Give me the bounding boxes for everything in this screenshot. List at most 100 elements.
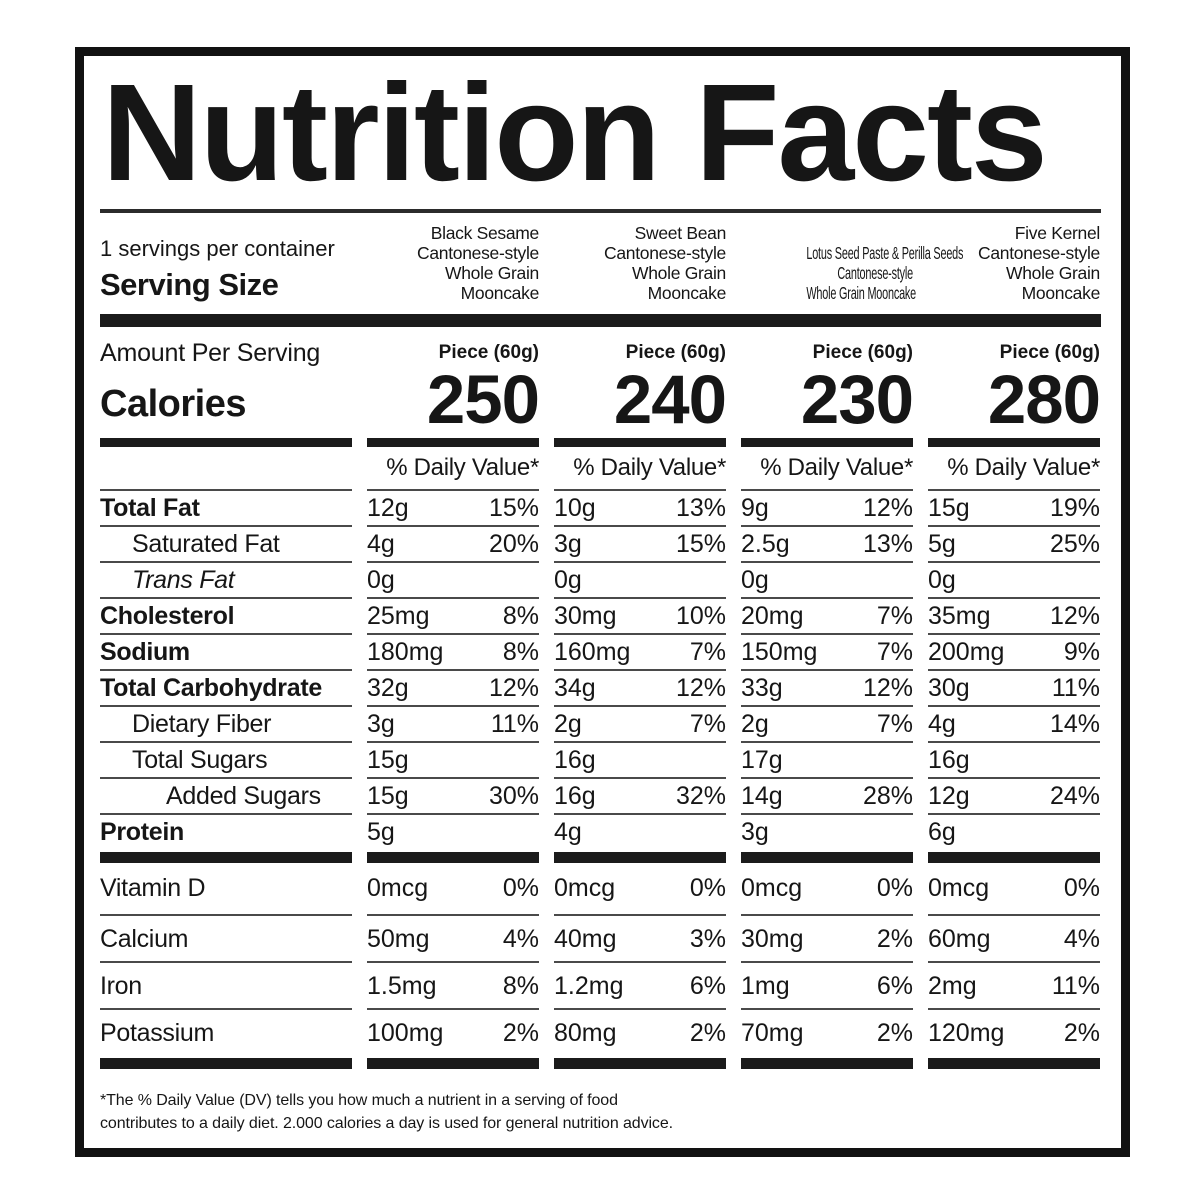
nutrient-daily-value: 7% xyxy=(876,709,913,738)
nutrient-cell: 16g xyxy=(928,740,1100,777)
nutrient-cell: 0mcg 0% xyxy=(741,867,913,914)
nutrient-cell: 0mcg 0% xyxy=(928,867,1100,914)
nutrient-amount: 0g xyxy=(554,565,582,594)
nutrient-row: Cholesterol 25mg 8% 30mg 10% 20mg 7% 35m… xyxy=(100,596,1101,633)
column-divider-bar xyxy=(367,851,539,863)
nutrient-cell: 0g xyxy=(554,560,726,597)
nutrient-cell: 80mg 2% xyxy=(554,1007,726,1055)
nutrient-cell: 2.5g 13% xyxy=(741,524,913,561)
nutrient-amount: 0mcg xyxy=(741,873,803,902)
nutrient-amount: 50mg xyxy=(367,924,430,953)
nutrient-amount: 0g xyxy=(928,565,956,594)
nutrient-amount: 12g xyxy=(367,493,409,522)
nutrient-daily-value: 2% xyxy=(876,924,913,953)
nutrient-name: Potassium xyxy=(100,1007,352,1055)
nutrient-amount: 0mcg xyxy=(928,873,990,902)
nutrient-daily-value: 8% xyxy=(502,971,539,1000)
column-divider-bar xyxy=(100,1057,352,1069)
nutrient-row: Trans Fat 0g 0g 0g 0g xyxy=(100,560,1101,597)
serving-unit: Piece (60g) xyxy=(999,342,1100,364)
nutrient-cell: 50mg 4% xyxy=(367,913,539,961)
nutrient-amount: 16g xyxy=(928,745,970,774)
nutrient-cell: 0g xyxy=(928,560,1100,597)
nutrient-amount: 32g xyxy=(367,673,409,702)
nutrient-name: Iron xyxy=(100,960,352,1008)
nutrient-daily-value: 13% xyxy=(862,529,913,558)
nutrient-daily-value: 2% xyxy=(502,1018,539,1047)
nutrient-daily-value: 7% xyxy=(876,601,913,630)
nutrient-daily-value: 4% xyxy=(502,924,539,953)
nutrient-amount: 1mg xyxy=(741,971,790,1000)
nutrient-daily-value: 19% xyxy=(1049,493,1100,522)
footnote-line: *The % Daily Value (DV) tells you how mu… xyxy=(100,1091,618,1109)
nutrient-row: Dietary Fiber 3g 11% 2g 7% 2g 7% 4g 14% xyxy=(100,704,1101,741)
nutrient-cell: 100mg 2% xyxy=(367,1007,539,1055)
nutrient-daily-value: 28% xyxy=(862,781,913,810)
column-divider-bar xyxy=(928,437,1100,447)
nutrient-amount: 30g xyxy=(928,673,970,702)
nutrient-amount: 12g xyxy=(928,781,970,810)
nutrient-cell: 2g 7% xyxy=(741,704,913,741)
nutrient-row: Potassium 100mg 2% 80mg 2% 70mg 2% 120mg… xyxy=(100,1007,1101,1055)
nutrient-daily-value: 0% xyxy=(876,873,913,902)
nutrient-rows-section: Total Fat 12g 15% 10g 13% 9g 12% 15g 19%… xyxy=(100,488,1101,849)
nutrient-name: Calcium xyxy=(100,913,352,961)
nutrient-cell: 10g 13% xyxy=(554,488,726,525)
nutrient-daily-value: 2% xyxy=(876,1018,913,1047)
nutrient-cell: 40mg 3% xyxy=(554,913,726,961)
nutrient-amount: 10g xyxy=(554,493,596,522)
nutrient-daily-value: 11% xyxy=(1051,971,1100,1000)
nutrient-cell: 3g 15% xyxy=(554,524,726,561)
column-divider-bar xyxy=(554,437,726,447)
nutrient-amount: 120mg xyxy=(928,1018,1005,1047)
nutrient-name: Total Sugars xyxy=(100,740,352,777)
product-column-header: Sweet Bean Cantonese-style Whole Grain M… xyxy=(604,223,726,304)
nutrient-amount: 16g xyxy=(554,745,596,774)
nutrient-cell: 35mg 12% xyxy=(928,596,1100,633)
serving-section: 1 servings per container Serving Size Bl… xyxy=(100,223,1101,303)
nutrient-name: Saturated Fat xyxy=(100,524,352,561)
nutrient-daily-value: 12% xyxy=(862,493,913,522)
nutrient-name: Sodium xyxy=(100,632,352,669)
nutrient-cell: 180mg 8% xyxy=(367,632,539,669)
nutrient-daily-value: 6% xyxy=(876,971,913,1000)
nutrient-amount: 160mg xyxy=(554,637,631,666)
nutrient-amount: 15g xyxy=(367,745,409,774)
nutrient-cell: 34g 12% xyxy=(554,668,726,705)
nutrient-name: Added Sugars xyxy=(100,776,352,813)
column-divider-bar xyxy=(928,1057,1100,1069)
servings-per-container: 1 servings per container xyxy=(100,236,335,262)
nutrient-cell: 12g 24% xyxy=(928,776,1100,813)
thick-divider-bar xyxy=(100,314,1101,328)
footnote: *The % Daily Value (DV) tells you how mu… xyxy=(100,1089,1101,1135)
nutrient-cell: 2g 7% xyxy=(554,704,726,741)
section-divider-row xyxy=(100,1057,1101,1069)
nutrient-daily-value: 11% xyxy=(1051,673,1100,702)
column-divider-bar xyxy=(928,851,1100,863)
nutrient-daily-value: 6% xyxy=(689,971,726,1000)
nutrient-name: Total Carbohydrate xyxy=(100,668,352,705)
nutrient-cell: 0mcg 0% xyxy=(367,867,539,914)
nutrient-amount: 0g xyxy=(367,565,395,594)
nutrient-daily-value: 15% xyxy=(675,529,726,558)
serving-unit: Piece (60g) xyxy=(438,342,539,364)
nutrient-cell: 30mg 10% xyxy=(554,596,726,633)
nutrient-row: Total Sugars 15g 16g 17g 16g xyxy=(100,740,1101,777)
nutrient-amount: 0g xyxy=(741,565,769,594)
column-divider-bar xyxy=(554,851,726,863)
nutrient-cell: 33g 12% xyxy=(741,668,913,705)
nutrient-cell: 15g 19% xyxy=(928,488,1100,525)
nutrient-amount: 1.2mg xyxy=(554,971,624,1000)
nutrient-cell: 120mg 2% xyxy=(928,1007,1100,1055)
nutrient-cell: 200mg 9% xyxy=(928,632,1100,669)
nutrient-daily-value: 24% xyxy=(1049,781,1100,810)
amount-per-serving-label: Amount Per Serving xyxy=(100,339,321,368)
nutrient-row: Sodium 180mg 8% 160mg 7% 150mg 7% 200mg … xyxy=(100,632,1101,669)
nutrient-daily-value: 8% xyxy=(502,637,539,666)
nutrient-amount: 80mg xyxy=(554,1018,617,1047)
nutrient-amount: 33g xyxy=(741,673,783,702)
nutrient-amount: 2mg xyxy=(928,971,977,1000)
nutrient-cell: 0g xyxy=(741,560,913,597)
column-divider-bar xyxy=(100,437,352,447)
nutrient-daily-value: 0% xyxy=(689,873,726,902)
